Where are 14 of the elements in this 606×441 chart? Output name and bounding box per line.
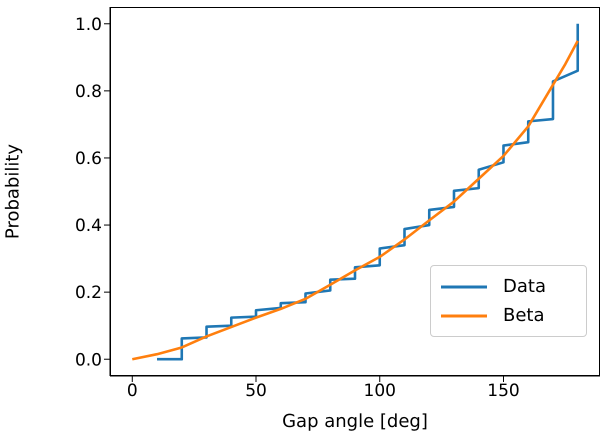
y-axis-title: Probability	[2, 144, 24, 240]
x-tick-label: 50	[245, 381, 267, 402]
y-tick-label: 0.2	[74, 283, 102, 304]
y-tick-label: 1.0	[74, 14, 102, 35]
x-tick-label: 150	[487, 381, 520, 402]
legend-label: Data	[503, 276, 546, 297]
y-tick-label: 0.0	[74, 350, 102, 370]
x-tick-label: 0	[126, 381, 138, 402]
x-axis-title: Gap angle [deg]	[282, 411, 428, 432]
y-tick-label: 0.8	[74, 82, 102, 102]
legend-label: Beta	[503, 305, 545, 326]
y-tick-label: 0.6	[74, 148, 102, 169]
x-tick-label: 100	[364, 381, 396, 402]
y-tick-label: 0.4	[74, 216, 102, 236]
